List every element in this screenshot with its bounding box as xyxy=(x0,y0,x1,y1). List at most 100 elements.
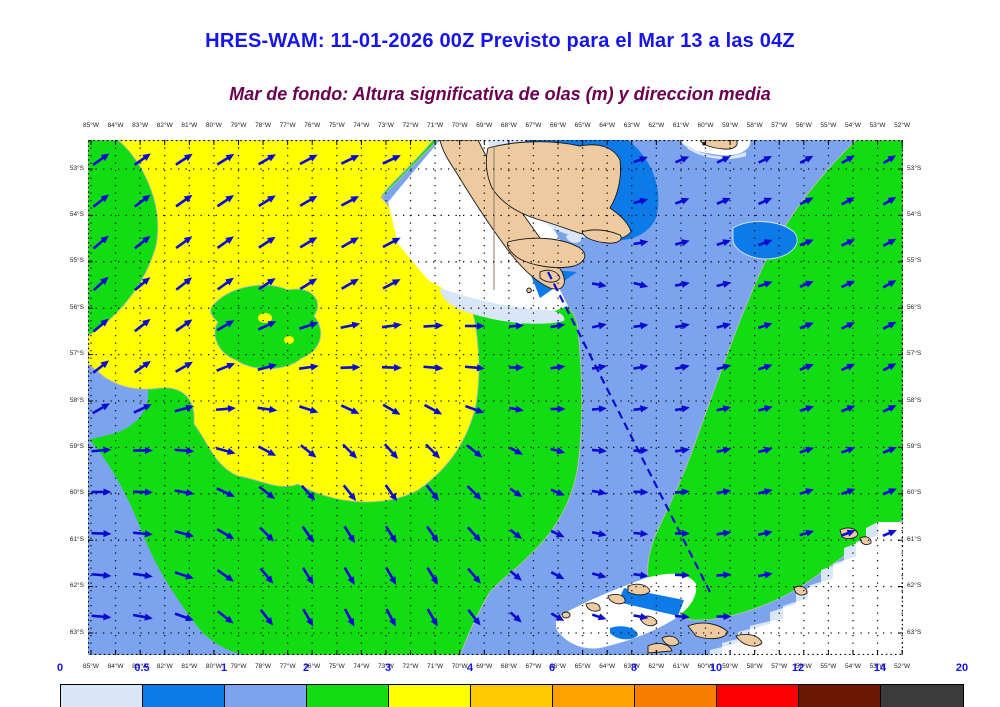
colorbar-cell-4-6 xyxy=(471,685,553,707)
lon-label-bottom: 85°W xyxy=(83,663,99,670)
wave-arrow xyxy=(132,530,153,538)
wave-arrow xyxy=(174,404,195,413)
wave-arrow xyxy=(92,153,110,166)
wave-arrow xyxy=(299,237,318,249)
page-subtitle: Mar de fondo: Altura significativa de ol… xyxy=(229,84,771,104)
land-shetland-a xyxy=(627,583,651,596)
lat-label-left: 53°S xyxy=(69,164,84,172)
wave-arrow xyxy=(591,405,607,413)
wave-arrow xyxy=(758,156,773,164)
lon-label-bottom: 77°W xyxy=(279,663,296,670)
lon-label-top: 73°W xyxy=(377,122,394,129)
wave-arrow xyxy=(91,530,112,538)
wave-arrow xyxy=(298,363,319,371)
swell-0.5-1m-islands-patch xyxy=(610,626,638,640)
lon-label-top: 56°W xyxy=(795,122,812,129)
wave-arrow xyxy=(215,447,236,455)
lon-label-top: 71°W xyxy=(427,122,444,129)
lon-label-top: 72°W xyxy=(402,122,419,129)
wave-arrow xyxy=(840,529,856,537)
sea-1-2m-southwest-wedge xyxy=(88,438,248,655)
wave-arrow xyxy=(882,321,897,330)
wave-arrow xyxy=(216,236,234,249)
wave-arrow xyxy=(174,612,194,622)
wave-arrow xyxy=(382,279,401,290)
wave-arrow xyxy=(757,322,773,330)
lon-label-bottom: 80°W xyxy=(205,663,222,670)
lon-label-top: 85°W xyxy=(83,122,99,129)
wave-arrow xyxy=(91,446,112,454)
wave-arrow xyxy=(674,613,690,621)
lon-label-top: 63°W xyxy=(623,122,640,129)
wave-arrow xyxy=(257,363,278,371)
colorbar-scale-value: 0.5 xyxy=(134,662,150,674)
wave-arrow xyxy=(841,197,855,206)
lon-label-bottom: 73°W xyxy=(377,663,394,670)
colorbar-scale-value: 10 xyxy=(709,662,723,674)
wave-arrow xyxy=(799,363,814,371)
colorbar-scale-value: 4 xyxy=(466,662,474,674)
lon-label-top: 78°W xyxy=(255,122,272,129)
wave-arrow xyxy=(508,405,524,413)
colorbar-cell-0.5-1 xyxy=(143,685,225,707)
wave-arrow xyxy=(299,321,319,330)
wave-arrow xyxy=(757,197,773,206)
colorbar-cell-3-4 xyxy=(389,685,471,707)
lat-label-right: 62°S xyxy=(907,582,922,590)
wave-arrow xyxy=(301,525,315,543)
wave-arrow xyxy=(799,529,815,537)
wave-arrow xyxy=(633,363,649,371)
wave-arrow xyxy=(882,405,897,413)
wave-arrow xyxy=(132,488,153,496)
lon-label-top: 77°W xyxy=(279,122,296,129)
lat-label-left: 63°S xyxy=(69,628,84,636)
lon-label-bottom: 76°W xyxy=(304,663,321,670)
wave-arrow xyxy=(91,571,112,579)
wave-arrow xyxy=(384,525,397,544)
wave-arrow xyxy=(91,403,110,415)
swell-0-0.5m-estados-fringe xyxy=(566,234,582,243)
wave-arrow xyxy=(215,405,236,413)
swell-0-0.5m-falklands-fringe xyxy=(684,142,746,160)
lon-label-bottom: 81°W xyxy=(181,663,198,670)
wave-arrow xyxy=(92,360,110,374)
wave-arrow xyxy=(133,446,153,455)
wave-arrow xyxy=(550,447,566,455)
wave-arrow xyxy=(757,363,773,371)
wave-arrow xyxy=(757,529,773,537)
lon-label-bottom: 66°W xyxy=(550,663,566,670)
lat-label-right: 56°S xyxy=(907,303,922,311)
lon-label-bottom: 78°W xyxy=(255,663,272,670)
land-beauchene-islet xyxy=(702,142,706,146)
lon-label-bottom: 54°W xyxy=(844,663,861,670)
wave-arrow xyxy=(92,276,109,292)
wave-arrow xyxy=(799,446,815,454)
wave-arrow xyxy=(423,364,444,372)
wave-arrow xyxy=(216,487,235,497)
colorbar-cell-12-14 xyxy=(799,685,881,707)
wave-arrow xyxy=(716,322,732,330)
wave-arrow xyxy=(92,194,110,208)
wave-arrow xyxy=(134,235,151,250)
wave-arrow xyxy=(799,488,815,496)
wave-arrow xyxy=(175,153,193,166)
lat-label-left: 62°S xyxy=(69,582,84,590)
colorbar-scale-value: 20 xyxy=(955,662,969,674)
lat-label-left: 55°S xyxy=(69,257,84,265)
wave-arrow xyxy=(343,608,355,627)
wave-arrow xyxy=(426,567,439,585)
wave-arrow xyxy=(216,320,235,332)
wave-arrow xyxy=(633,322,649,330)
wave-arrow xyxy=(716,363,732,371)
wave-arrow xyxy=(383,443,399,460)
page-title: HRES-WAM: 11-01-2026 00Z Previsto para e… xyxy=(205,30,795,52)
wave-arrow xyxy=(340,237,359,249)
wave-arrow xyxy=(591,530,607,538)
colorbar-cell-1-2 xyxy=(225,685,307,707)
wave-arrow xyxy=(257,445,277,456)
wave-arrow xyxy=(674,156,690,164)
wave-arrow xyxy=(466,485,482,501)
lon-label-top: 60°W xyxy=(697,122,714,129)
wave-arrow xyxy=(385,566,397,585)
